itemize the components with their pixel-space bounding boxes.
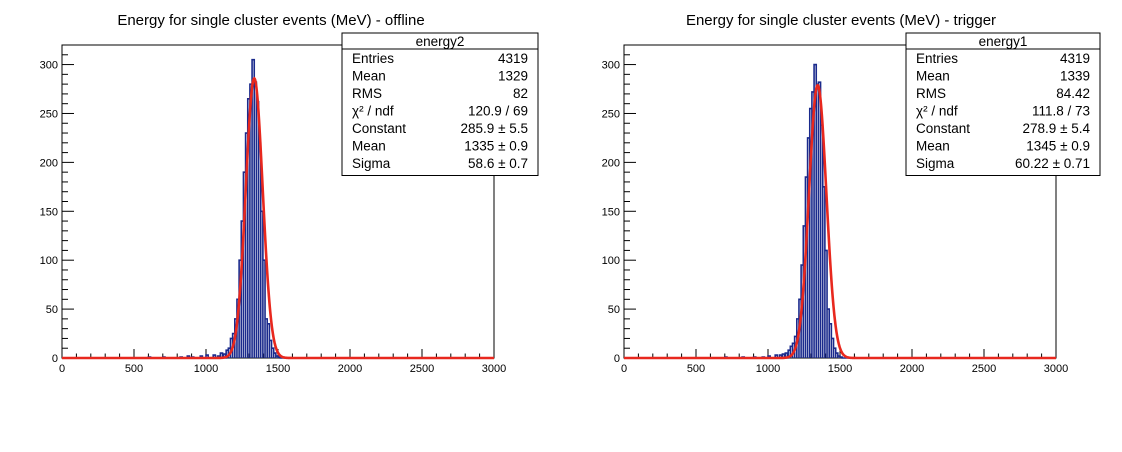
stats-row-value: 1345 ± 0.9: [1026, 139, 1090, 154]
x-tick-label: 2000: [338, 363, 362, 375]
stats-row-label: Mean: [352, 139, 386, 154]
y-tick-label: 0: [614, 353, 620, 365]
stats-row-label: Constant: [352, 121, 406, 136]
stats-row-value: 278.9 ± 5.4: [1023, 121, 1091, 136]
stats-row-value: 4319: [1060, 51, 1090, 66]
x-tick-label: 2000: [900, 363, 924, 375]
y-tick-label: 0: [52, 353, 58, 365]
stats-row-value: 120.9 / 69: [468, 104, 528, 119]
stats-box: [341, 32, 539, 176]
y-tick-label: 100: [40, 255, 58, 267]
stats-row-value: 84.42: [1056, 86, 1090, 101]
chart-title: Energy for single cluster events (MeV) -…: [686, 12, 996, 29]
stats-row-value: 82: [513, 86, 528, 101]
stats-row-label: Entries: [352, 51, 394, 66]
x-tick-label: 1500: [266, 363, 290, 375]
y-tick-label: 250: [602, 108, 620, 120]
y-tick-label: 250: [40, 108, 58, 120]
y-tick-label: 200: [40, 157, 58, 169]
chart-panel-offline: Energy for single cluster events (MeV) -…: [40, 12, 539, 375]
x-tick-label: 0: [621, 363, 627, 375]
x-tick-label: 1000: [194, 363, 218, 375]
chart-title: Energy for single cluster events (MeV) -…: [117, 12, 424, 29]
stats-row-value: 285.9 ± 5.5: [461, 121, 528, 136]
stats-row-label: Mean: [916, 69, 950, 84]
y-tick-label: 50: [46, 304, 58, 316]
stats-row-value: 58.6 ± 0.7: [468, 156, 528, 171]
y-tick-label: 100: [602, 255, 620, 267]
stats-row-label: Mean: [352, 69, 386, 84]
y-tick-label: 50: [608, 304, 620, 316]
stats-row-value: 4319: [498, 51, 528, 66]
stats-box-name: energy1: [979, 34, 1028, 49]
stats-row-label: Entries: [916, 51, 958, 66]
y-tick-label: 150: [602, 206, 620, 218]
x-tick-label: 3000: [1044, 363, 1068, 375]
gaussian-fit-curve: [62, 76, 494, 360]
histogram-series: [624, 63, 1056, 359]
stats-row-label: χ² / ndf: [916, 104, 958, 119]
x-tick-label: 2500: [410, 363, 434, 375]
stats-row-label: χ² / ndf: [352, 104, 394, 119]
stats-box: [905, 32, 1101, 176]
y-tick-label: 150: [40, 206, 58, 218]
x-tick-label: 500: [687, 363, 705, 375]
stats-row-label: Constant: [916, 121, 970, 136]
x-tick-label: 500: [125, 363, 143, 375]
x-tick-label: 3000: [482, 363, 506, 375]
x-tick-label: 1000: [756, 363, 780, 375]
gaussian-fit-curve: [624, 83, 1056, 360]
stats-row-value: 60.22 ± 0.71: [1015, 156, 1090, 171]
stats-row-label: Sigma: [916, 156, 955, 171]
stats-row-label: RMS: [352, 86, 382, 101]
stats-row-value: 1329: [498, 69, 528, 84]
y-tick-label: 300: [40, 60, 58, 72]
x-tick-label: 0: [59, 363, 65, 375]
chart-panel-trigger: Energy for single cluster events (MeV) -…: [602, 12, 1101, 375]
y-tick-label: 200: [602, 157, 620, 169]
x-tick-label: 2500: [972, 363, 996, 375]
stats-box-name: energy2: [416, 34, 465, 49]
stats-row-label: Mean: [916, 139, 950, 154]
y-tick-label: 300: [602, 60, 620, 72]
stats-row-value: 1339: [1060, 69, 1090, 84]
stats-row-value: 1335 ± 0.9: [464, 139, 528, 154]
x-tick-label: 1500: [828, 363, 852, 375]
stats-row-label: RMS: [916, 86, 946, 101]
stats-row-label: Sigma: [352, 156, 391, 171]
stats-row-value: 111.8 / 73: [1032, 104, 1090, 119]
